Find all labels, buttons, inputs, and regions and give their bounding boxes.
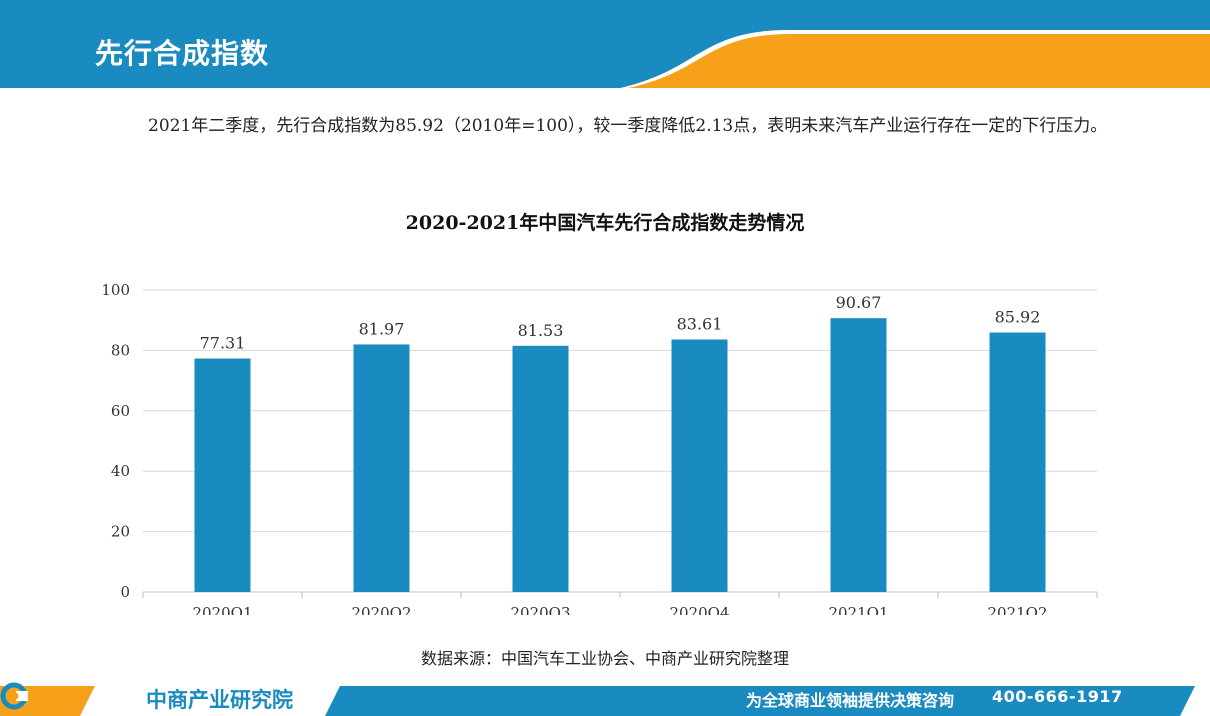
bar (512, 345, 569, 592)
x-tick-label: 2021Q2 (987, 604, 1047, 615)
data-label: 81.53 (518, 321, 564, 340)
x-tick-label: 2020Q3 (510, 604, 570, 615)
bar (989, 332, 1046, 592)
y-tick-label: 20 (111, 523, 130, 541)
y-tick-label: 60 (111, 402, 130, 420)
header-banner: 先行合成指数 (0, 0, 1210, 88)
footer-bar: 中商产业研究院 为全球商业领袖提供决策咨询 400-666-1917 (0, 682, 1210, 716)
header-background (0, 0, 1210, 88)
source-note: 数据来源：中国汽车工业协会、中商产业研究院整理 (420, 649, 789, 668)
data-label: 85.92 (995, 308, 1041, 327)
bar (671, 339, 728, 592)
y-tick-label: 0 (120, 583, 130, 601)
footer-slogan: 为全球商业领袖提供决策咨询 (746, 691, 955, 710)
y-tick-label: 40 (111, 462, 130, 480)
footer-phone: 400-666-1917 (992, 687, 1123, 706)
intro-paragraph: 2021年二季度，先行合成指数为85.92（2010年=100），较一季度降低2… (148, 116, 1108, 136)
y-tick-label: 80 (111, 341, 130, 359)
x-tick-label: 2020Q1 (192, 604, 252, 615)
x-tick-label: 2021Q1 (828, 604, 888, 615)
data-label: 77.31 (200, 334, 246, 353)
chart-title: 2020-2021年中国汽车先行合成指数走势情况 (405, 212, 805, 234)
x-tick-label: 2020Q2 (351, 604, 411, 615)
bar (830, 318, 887, 592)
page-title: 先行合成指数 (95, 37, 270, 70)
data-label: 90.67 (836, 293, 882, 312)
footer-brand: 中商产业研究院 (146, 688, 293, 712)
y-tick-label: 100 (101, 281, 130, 299)
brand-logo-icon (0, 682, 28, 710)
x-tick-label: 2020Q4 (669, 604, 729, 615)
bar (353, 344, 410, 592)
data-label: 83.61 (677, 314, 723, 333)
bar (194, 358, 251, 592)
bar-chart: 0 20 40 60 80 100 77.31 2020Q1 81.97 2020Q2 81.53 2… (101, 281, 1098, 615)
data-label: 81.97 (359, 319, 405, 338)
